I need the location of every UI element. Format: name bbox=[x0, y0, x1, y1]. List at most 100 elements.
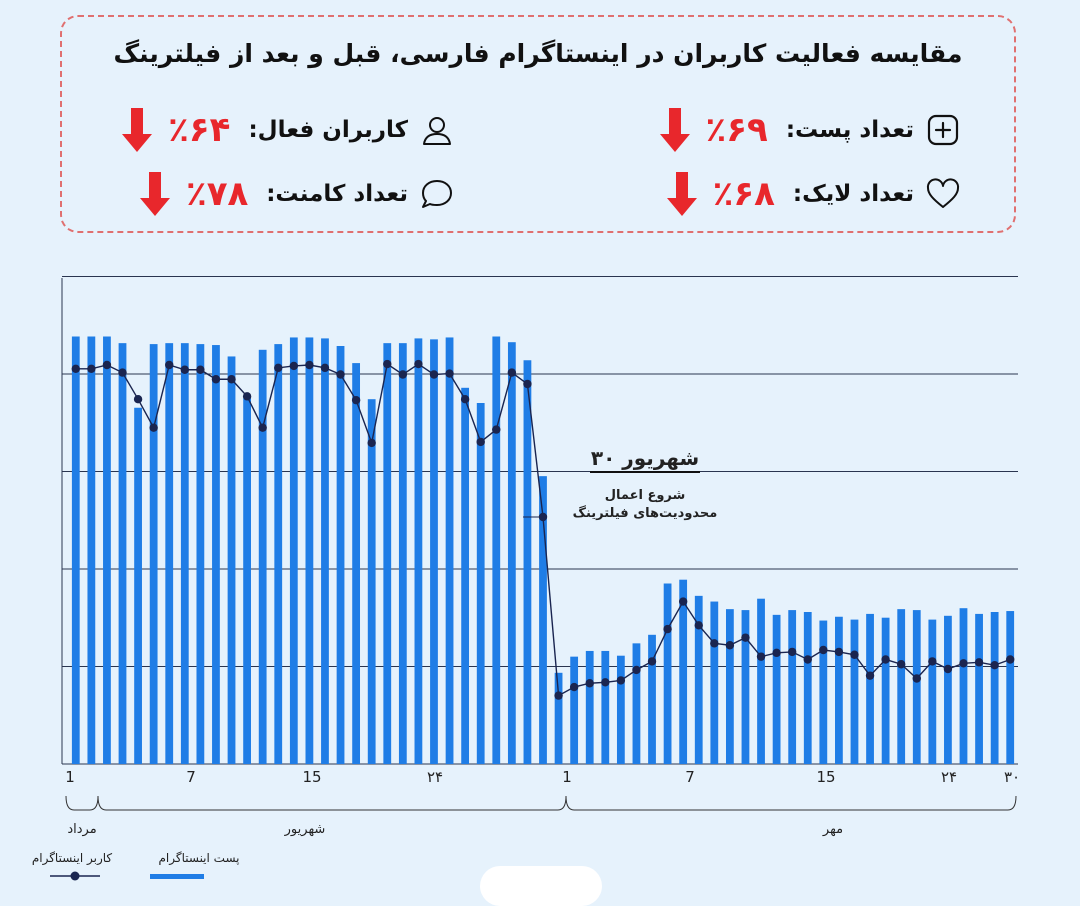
legend-swatch-bars bbox=[150, 874, 204, 879]
line-point bbox=[460, 395, 470, 404]
bar bbox=[507, 342, 516, 764]
bar bbox=[336, 346, 345, 764]
stat-value: ٪۶۹ bbox=[705, 110, 768, 150]
bar bbox=[881, 617, 890, 764]
bar bbox=[523, 360, 532, 764]
bar bbox=[180, 343, 189, 764]
line-point bbox=[149, 423, 158, 432]
x-tick-label: 7 bbox=[186, 768, 196, 786]
line-point bbox=[756, 652, 766, 661]
line-point bbox=[133, 395, 143, 404]
x-tick-label: 7 bbox=[685, 768, 695, 786]
bar bbox=[274, 344, 283, 764]
line-point bbox=[865, 671, 875, 680]
stats-card: مقایسه فعالیت کاربران در اینستاگرام فارس… bbox=[60, 15, 1016, 233]
bar bbox=[103, 336, 111, 764]
bar bbox=[959, 608, 968, 764]
line-point bbox=[305, 360, 314, 370]
line-point bbox=[974, 658, 984, 667]
month-bracket bbox=[65, 795, 99, 811]
bar bbox=[725, 609, 734, 764]
legend-label-line: کاربر اینستاگرام bbox=[32, 851, 113, 866]
bar bbox=[71, 336, 80, 764]
bar bbox=[897, 609, 906, 764]
line-point bbox=[710, 639, 719, 648]
annotation-title: ۳۰ شهریور bbox=[591, 446, 699, 470]
month-label: مرداد bbox=[67, 822, 96, 837]
line-point bbox=[850, 650, 859, 659]
bar bbox=[196, 344, 205, 764]
line-point bbox=[616, 676, 626, 685]
line-point bbox=[585, 679, 594, 688]
line-point bbox=[694, 621, 703, 630]
logo bbox=[480, 866, 602, 906]
line-point bbox=[180, 365, 190, 374]
down-arrow-icon bbox=[659, 108, 690, 152]
x-tick-label: ۳۰ bbox=[1004, 768, 1020, 786]
page-title: مقایسه فعالیت کاربران در اینستاگرام فارس… bbox=[113, 39, 963, 68]
bar bbox=[585, 650, 594, 764]
down-arrow-icon bbox=[122, 108, 153, 152]
line-point bbox=[678, 597, 688, 606]
bar bbox=[975, 613, 983, 764]
down-arrow-icon bbox=[139, 172, 170, 216]
bar bbox=[741, 610, 750, 764]
line-point bbox=[772, 648, 781, 658]
line-point bbox=[569, 682, 579, 692]
bar bbox=[788, 610, 797, 764]
line-point bbox=[959, 659, 968, 668]
line-point bbox=[523, 379, 532, 389]
bar bbox=[944, 615, 952, 764]
bar bbox=[305, 337, 314, 764]
stat-label: تعداد کامنت: bbox=[266, 181, 408, 207]
bar bbox=[321, 338, 329, 764]
line-point bbox=[601, 678, 610, 687]
stat-label: تعداد پست: bbox=[785, 117, 914, 143]
stat-posts: تعداد پست: ٪۶۹ bbox=[658, 105, 960, 155]
month-bracket bbox=[97, 795, 567, 811]
x-tick-label: ۲۴ bbox=[427, 768, 443, 786]
stat-label: کاربران فعال: bbox=[248, 117, 408, 143]
line-point bbox=[102, 360, 112, 370]
bar bbox=[757, 598, 765, 764]
line-point bbox=[741, 633, 750, 642]
bar bbox=[772, 614, 781, 764]
bar bbox=[990, 612, 999, 764]
annotation-text: محدودیت‌های فیلترینگ bbox=[573, 505, 718, 521]
line-point bbox=[943, 664, 953, 674]
bar bbox=[398, 343, 407, 764]
bar bbox=[803, 612, 812, 764]
heart-icon bbox=[926, 177, 960, 211]
bar bbox=[1006, 611, 1015, 764]
x-tick-label: 15 bbox=[302, 768, 321, 786]
line-point bbox=[632, 665, 641, 675]
bar bbox=[632, 643, 641, 764]
bar bbox=[118, 343, 127, 764]
bar bbox=[445, 337, 454, 764]
bar bbox=[694, 595, 703, 764]
line-point bbox=[165, 360, 174, 370]
line-point bbox=[507, 368, 517, 377]
line-point bbox=[819, 645, 828, 655]
line-point bbox=[881, 655, 890, 664]
line-point bbox=[414, 359, 423, 369]
bar bbox=[912, 610, 921, 764]
line-point bbox=[87, 364, 96, 373]
down-arrow-icon bbox=[666, 172, 697, 216]
annotation-text: شروع اعمال bbox=[605, 488, 686, 503]
line-point bbox=[990, 661, 999, 670]
stat-value: ٪۷۸ bbox=[185, 174, 249, 214]
line-point bbox=[383, 359, 392, 369]
line-point bbox=[429, 370, 439, 379]
stat-value: ٪۶۴ bbox=[168, 110, 231, 150]
bar bbox=[258, 349, 267, 764]
line-point bbox=[274, 363, 283, 373]
line-point bbox=[476, 437, 485, 447]
bar bbox=[539, 476, 547, 764]
legend-point bbox=[70, 871, 80, 881]
line-point bbox=[242, 392, 252, 401]
bar bbox=[243, 398, 251, 764]
line-point bbox=[196, 365, 205, 374]
stat-label: تعداد لایک: bbox=[792, 181, 914, 207]
line-point bbox=[803, 655, 812, 664]
